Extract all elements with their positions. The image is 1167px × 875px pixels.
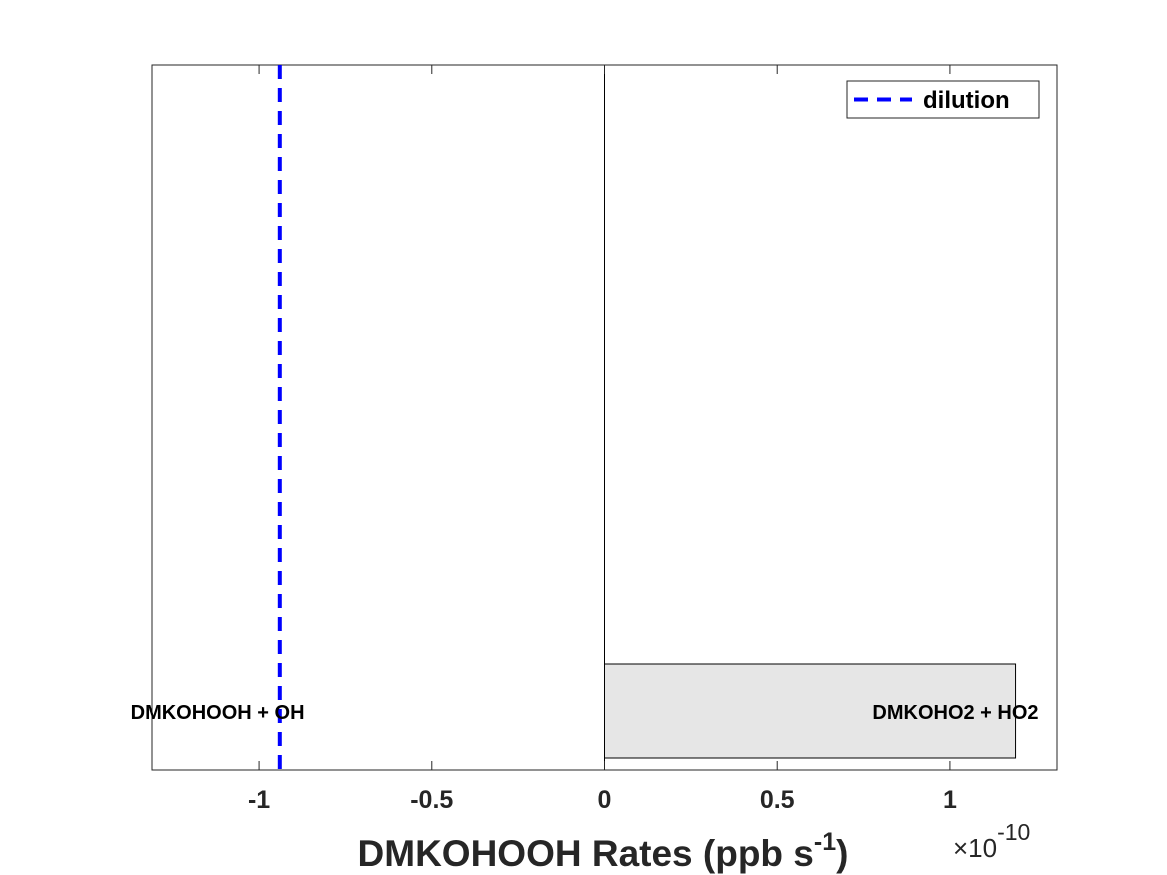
bars-layer bbox=[604, 663, 1017, 759]
bar-label-1: DMKOHO2 + HO2 bbox=[872, 702, 1038, 724]
x-axis-exponent: ×10-10 bbox=[953, 819, 1030, 863]
x-axis-label-close: ) bbox=[836, 833, 848, 874]
x-tick-label: -0.5 bbox=[410, 786, 453, 814]
x-axis-exponent-power: -10 bbox=[997, 819, 1030, 845]
x-axis-exponent-base: ×10 bbox=[953, 833, 997, 863]
x-axis-label-superscript: -1 bbox=[814, 828, 836, 856]
legend: dilution bbox=[846, 80, 1040, 119]
x-tick-label: 0.5 bbox=[760, 786, 795, 814]
legend-dilution-label: dilution bbox=[923, 87, 1010, 114]
x-axis-label: DMKOHOOH Rates (ppb s-1) bbox=[358, 828, 849, 874]
bar-0 bbox=[604, 663, 1017, 759]
x-ticks-layer: -1 -0.5 0 0.5 1 bbox=[248, 65, 957, 814]
x-axis-label-main: DMKOHOOH Rates (ppb s bbox=[358, 833, 814, 874]
bar-labels-layer: DMKOHOOH + OH DMKOHO2 + HO2 bbox=[131, 702, 1039, 724]
x-tick-label: 1 bbox=[943, 786, 957, 814]
bar-label-0: DMKOHOOH + OH bbox=[131, 702, 305, 724]
x-tick-label: 0 bbox=[598, 786, 612, 814]
x-tick-label: -1 bbox=[248, 786, 270, 814]
